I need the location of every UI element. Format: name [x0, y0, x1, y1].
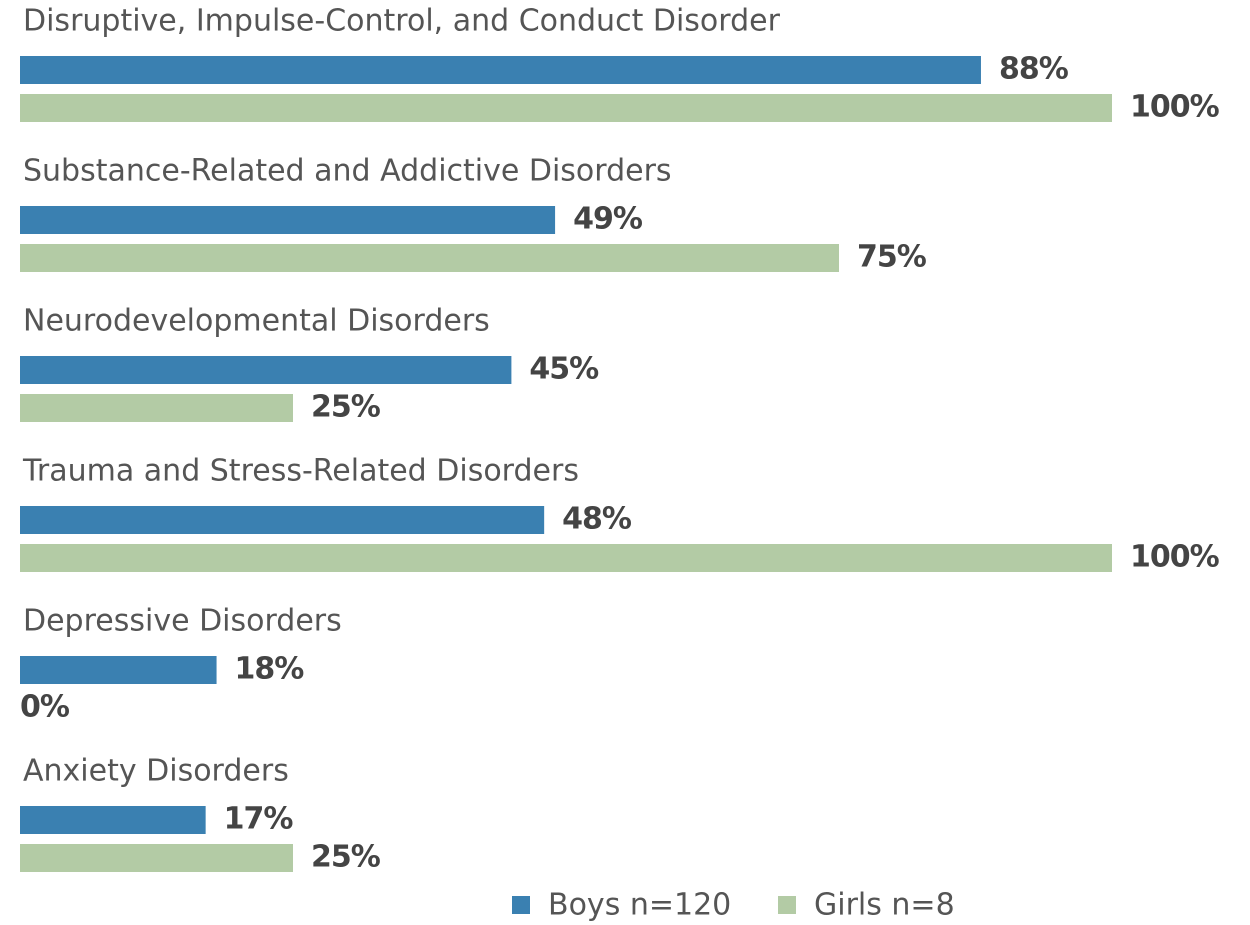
value-label: 48%	[562, 502, 632, 537]
value-label: 18%	[235, 652, 305, 687]
value-label: 0%	[20, 690, 70, 725]
value-label: 25%	[311, 840, 381, 875]
legend-swatch	[512, 896, 530, 914]
category-label: Disruptive, Impulse-Control, and Conduct…	[23, 4, 781, 39]
category-label: Trauma and Stress-Related Disorders	[22, 454, 579, 489]
legend-label: Boys n=120	[548, 888, 731, 923]
category-label: Depressive Disorders	[23, 604, 342, 639]
value-label: 25%	[311, 390, 381, 425]
legend-swatch	[778, 896, 796, 914]
bar	[20, 844, 293, 872]
bar	[20, 356, 512, 384]
category-label: Anxiety Disorders	[23, 754, 289, 789]
category-label: Neurodevelopmental Disorders	[23, 304, 490, 339]
bar	[20, 656, 217, 684]
value-label: 100%	[1130, 540, 1220, 575]
category-label: Substance-Related and Addictive Disorder…	[23, 154, 672, 189]
bar	[20, 244, 839, 272]
value-label: 17%	[224, 802, 294, 837]
value-label: 45%	[529, 352, 599, 387]
value-label: 88%	[999, 52, 1069, 87]
bar	[20, 94, 1112, 122]
bar	[20, 544, 1112, 572]
bar	[20, 56, 981, 84]
value-label: 49%	[573, 202, 643, 237]
bar	[20, 206, 556, 234]
legend-label: Girls n=8	[814, 888, 955, 923]
bar	[20, 806, 206, 834]
value-label: 100%	[1130, 90, 1220, 125]
bar	[20, 394, 293, 422]
bar	[20, 506, 545, 534]
value-label: 75%	[857, 240, 927, 275]
